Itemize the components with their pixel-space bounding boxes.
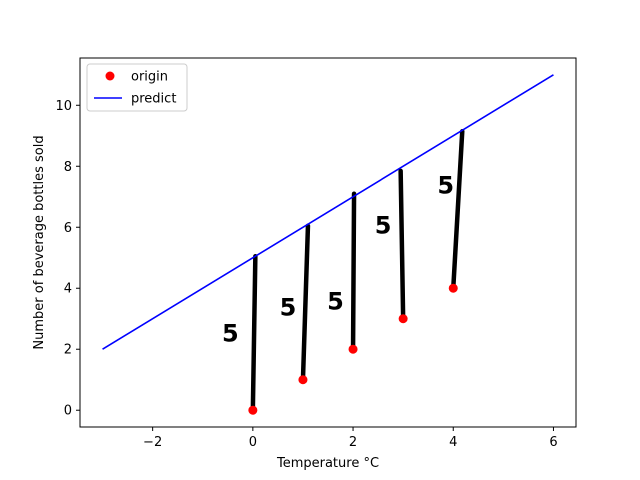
- x-tick-label: 2: [349, 435, 357, 450]
- annotation-label: 5: [280, 294, 297, 322]
- annotations: 5 5 5 5 5: [222, 172, 454, 348]
- x-tick-label: 0: [249, 435, 257, 450]
- y-axis-label: Number of beverage bottles sold: [32, 135, 47, 349]
- annotation-label: 5: [375, 211, 392, 239]
- origin-point: [348, 344, 358, 354]
- origin-point: [248, 405, 258, 415]
- legend-predict-label: predict: [131, 92, 176, 107]
- y-axis-ticks: 0 2 4 6 8 10: [55, 99, 80, 419]
- residual-stroke: [398, 168, 406, 321]
- residual-stroke: [300, 223, 311, 382]
- y-tick-label: 6: [64, 221, 72, 236]
- x-axis-label: Temperature °C: [276, 456, 379, 471]
- residual-stroke: [451, 128, 465, 291]
- y-tick-label: 0: [64, 404, 72, 419]
- predict-line: [102, 74, 554, 350]
- annotation-label: 5: [222, 320, 239, 348]
- x-tick-label: 4: [449, 435, 457, 450]
- residual-stroke: [350, 191, 357, 352]
- origin-point: [298, 375, 308, 385]
- x-tick-label: 6: [549, 435, 557, 450]
- legend-origin-marker: [105, 71, 115, 81]
- series-lines: [102, 74, 554, 350]
- annotation-label: 5: [327, 288, 344, 316]
- legend-origin-label: origin: [131, 70, 168, 85]
- plot-frame: [79, 57, 577, 428]
- y-tick-label: 2: [64, 343, 72, 358]
- x-tick-label: −2: [143, 435, 162, 450]
- origin-point: [398, 314, 408, 324]
- residual-stroke: [250, 253, 258, 413]
- y-tick-label: 4: [64, 282, 72, 297]
- legend: origin predict: [86, 63, 188, 112]
- x-axis-ticks: −2 0 2 4 6: [143, 427, 558, 450]
- y-tick-label: 10: [55, 99, 72, 114]
- y-tick-label: 8: [64, 160, 72, 175]
- annotation-label: 5: [437, 172, 454, 200]
- origin-point: [448, 283, 458, 293]
- residual-strokes: [250, 128, 465, 413]
- series-points: [248, 283, 458, 415]
